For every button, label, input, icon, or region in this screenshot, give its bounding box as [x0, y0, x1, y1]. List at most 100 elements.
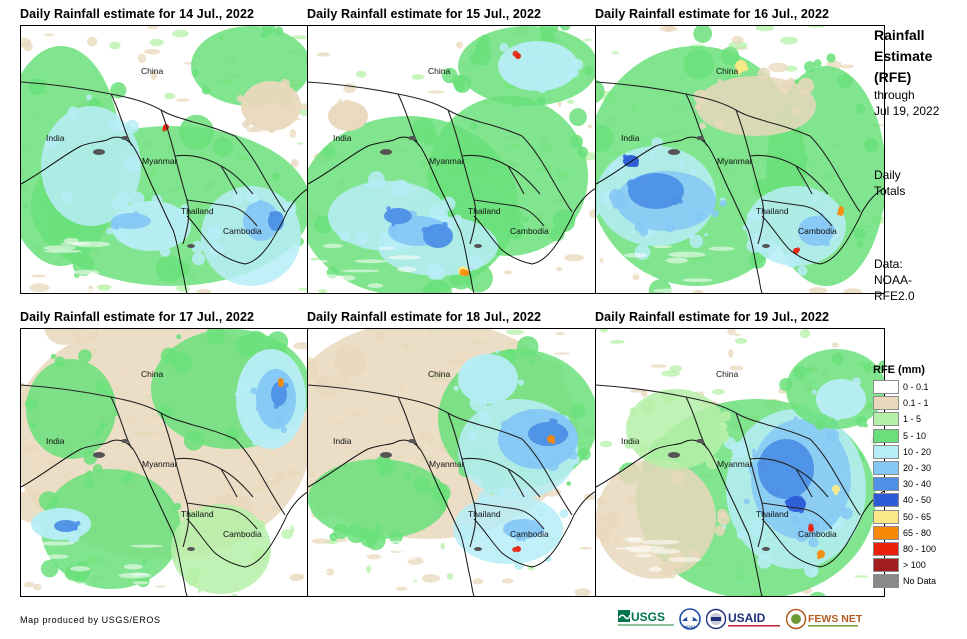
rain-speckle — [297, 287, 309, 291]
rainfall-fringe — [831, 352, 844, 365]
dry-streak — [629, 549, 651, 553]
legend-label: > 100 — [903, 560, 926, 571]
legend-row: 20 - 30 — [873, 460, 963, 476]
rainfall-fringe — [242, 120, 251, 129]
rainfall-fringe — [851, 406, 857, 411]
rainfall-fringe — [218, 35, 224, 41]
rain-speckle — [289, 573, 304, 582]
legend-row: No Data — [873, 573, 963, 589]
rainfall-map: China India Myanmar Thailand Cambodia — [20, 328, 310, 597]
rainfall-fringe — [480, 34, 490, 45]
rainfall-fringe — [386, 206, 391, 212]
rainfall-fringe — [735, 68, 742, 75]
rain-speckle — [446, 573, 454, 580]
rainfall-fringe — [285, 119, 291, 126]
panel-title: Daily Rainfall estimate for 17 Jul., 202… — [20, 310, 255, 324]
rainfall-fringe — [834, 414, 841, 421]
rainfall-fringe — [596, 124, 614, 153]
rainfall-fringe — [343, 99, 351, 107]
rainfall-fringe — [536, 527, 543, 534]
rainfall-fringe — [509, 549, 520, 561]
rainfall-fringe — [220, 269, 226, 275]
rainfall-fringe — [252, 440, 258, 446]
rainfall-fringe — [266, 230, 272, 236]
rainfall-fringe — [540, 438, 549, 447]
legend-row: 5 - 10 — [873, 428, 963, 444]
rainfall-map: China India Myanmar Thailand Cambodia — [595, 328, 885, 597]
rainfall-fringe — [626, 179, 636, 189]
rain-speckle — [854, 575, 869, 578]
rainfall-fringe — [752, 452, 759, 459]
rainfall-fringe — [391, 208, 395, 213]
rainfall-fringe — [517, 379, 525, 386]
rainfall-area — [54, 520, 78, 532]
legend-label: 30 - 40 — [903, 479, 932, 490]
rainfall-fringe — [834, 491, 838, 496]
rainfall-fringe — [467, 255, 482, 270]
no-data-patch — [474, 244, 482, 248]
rainfall-fringe — [355, 231, 369, 245]
rainfall-fringe — [794, 527, 810, 542]
rain-speckle — [291, 35, 308, 40]
rain-speckle — [599, 440, 613, 448]
country-border — [521, 135, 573, 213]
rainfall-fringe — [257, 354, 268, 365]
rfe-panel-16-jul: Daily Rainfall estimate for 16 Jul., 202… — [595, 7, 885, 294]
rainfall-fringe — [89, 98, 100, 108]
coastline — [308, 439, 475, 596]
place-label-india: India — [46, 133, 65, 143]
rainfall-fringe — [596, 497, 606, 507]
rain-speckle — [164, 92, 176, 100]
coastline — [186, 187, 309, 265]
rain-speckle — [555, 267, 563, 271]
rainfall-fringe — [694, 103, 702, 111]
rainfall-fringe — [516, 336, 539, 358]
rainfall-fringe — [67, 106, 80, 119]
data-source-line: NOAA- — [874, 273, 913, 287]
rainfall-fringe — [280, 426, 287, 433]
country-border — [308, 81, 523, 137]
dry-streak — [354, 259, 388, 264]
rainfall-fringe — [110, 221, 119, 230]
country-border — [110, 396, 134, 450]
rainfall-fringe — [523, 488, 529, 494]
rainfall-fringe — [855, 103, 866, 114]
dry-streak — [397, 266, 417, 273]
rainfall-area — [832, 485, 840, 493]
rainfall-fringe — [95, 380, 109, 394]
rain-speckle — [808, 287, 828, 293]
rainfall-fringe — [718, 422, 728, 432]
country-border — [761, 199, 833, 227]
rainfall-fringe — [822, 520, 833, 531]
rainfall-fringe — [378, 465, 391, 477]
dry-streak — [665, 257, 688, 264]
rainfall-fringe — [715, 116, 726, 127]
panel-title: Daily Rainfall estimate for 15 Jul., 202… — [307, 7, 542, 21]
no-data-patch — [121, 439, 129, 443]
country-border — [160, 109, 190, 245]
rainfall-map-svg — [596, 26, 884, 293]
rain-speckle — [755, 26, 775, 32]
legend-swatch — [873, 525, 899, 540]
rainfall-fringe — [541, 477, 547, 483]
rainfall-fringe — [339, 230, 351, 242]
no-data-patch — [408, 136, 416, 140]
legend-row: 50 - 65 — [873, 509, 963, 525]
rainfall-fringe — [469, 53, 480, 64]
rainfall-fringe — [512, 50, 519, 57]
rainfall-fringe — [247, 204, 253, 210]
rain-speckle — [440, 542, 446, 550]
rainfall-fringe — [273, 403, 280, 409]
rainfall-fringe — [75, 520, 81, 526]
country-border — [735, 109, 765, 245]
rainfall-fringe — [274, 26, 284, 36]
rain-speckle — [421, 574, 440, 583]
rainfall-fringe — [499, 42, 509, 52]
rainfall-fringe — [142, 559, 147, 564]
rain-speckle — [411, 74, 425, 80]
rainfall-fringe — [251, 127, 256, 132]
rain-speckle — [172, 29, 189, 38]
rainfall-fringe — [794, 486, 798, 491]
rainfall-fringe — [116, 229, 128, 240]
rainfall-fringe — [840, 507, 853, 520]
